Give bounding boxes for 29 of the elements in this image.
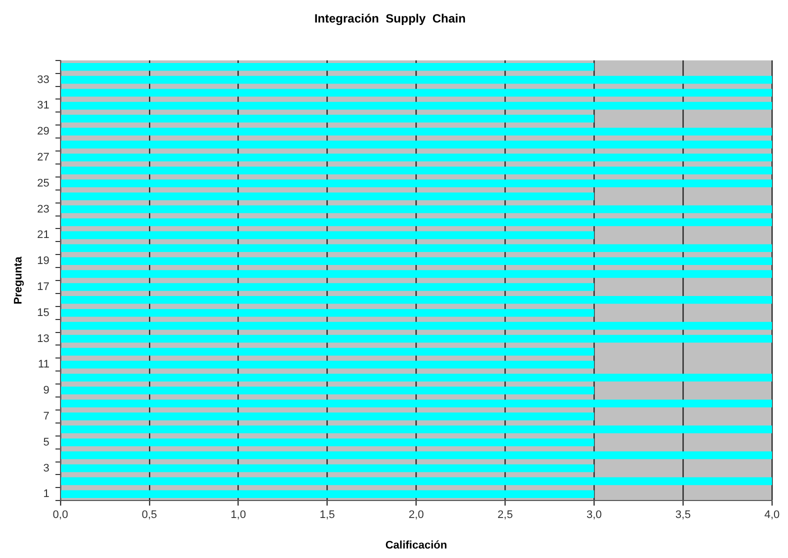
y-tick-label: 19 (37, 255, 50, 268)
y-tick-label: 3 (43, 462, 50, 474)
y-tick-label: 29 (37, 126, 50, 138)
x-tick-label: 0,5 (142, 509, 158, 522)
x-tick-label: 4,0 (764, 509, 780, 522)
y-tick-label: 9 (43, 384, 50, 397)
y-tick-label: 11 (38, 358, 50, 371)
y-tick-label: 21 (37, 229, 50, 242)
y-tick-label: 5 (43, 436, 50, 448)
y-tick-label: 25 (37, 177, 50, 190)
y-tick-label: 23 (37, 203, 50, 216)
y-tick-label: 17 (37, 281, 50, 294)
x-tick-label: 2,0 (408, 509, 424, 522)
x-tick-label: 3,0 (586, 509, 602, 522)
y-axis-title: Pregunta (12, 256, 25, 304)
y-tick-label: 31 (37, 100, 50, 112)
y-tick-label: 13 (37, 332, 50, 345)
x-axis-title: Calificación (385, 539, 448, 552)
x-tick-label: 1,0 (230, 509, 246, 522)
chart-title: Integración Supply Chain (314, 12, 466, 26)
x-tick-label: 3,5 (675, 509, 691, 522)
x-tick-label: 2,5 (498, 509, 513, 522)
y-tick-label: 7 (43, 410, 50, 422)
x-tick-label: 1,5 (320, 509, 335, 522)
x-tick-label: 0,0 (52, 509, 68, 522)
y-tick-label: 27 (37, 152, 50, 164)
y-tick-label: 15 (37, 306, 50, 319)
y-tick-label: 1 (43, 488, 50, 500)
y-tick-label: 33 (37, 74, 50, 86)
